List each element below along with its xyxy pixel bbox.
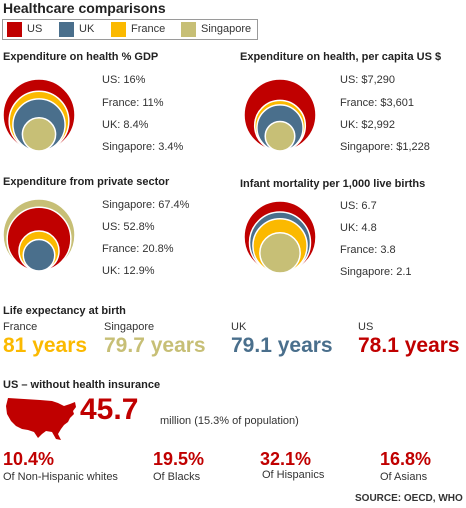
panel-private-label-3: France: 20.8% <box>102 243 174 255</box>
panel-private-label-2: US: 52.8% <box>102 221 155 233</box>
panel-capita-title: Expenditure on health, per capita US $ <box>240 51 442 63</box>
pct-nonhispanic-whites: 10.4% <box>3 449 55 469</box>
bubble-uk <box>22 238 56 272</box>
source-note: SOURCE: OECD, WHO <box>355 493 463 504</box>
panel-capita-label-3: UK: $2,992 <box>340 119 396 131</box>
us-map-icon <box>6 398 76 440</box>
legend-swatch-france <box>111 22 126 37</box>
legend-label-singapore: Singapore <box>201 23 252 35</box>
panel-gdp-label-1: US: 16% <box>102 74 146 86</box>
panel-gdp-label-3: UK: 8.4% <box>102 119 149 131</box>
panel-capita-label-2: France: $3,601 <box>340 97 414 109</box>
panel-private-title: Expenditure from private sector <box>3 176 170 188</box>
panel-infant-label-3: France: 3.8 <box>340 244 396 256</box>
bubble-singapore <box>264 120 296 152</box>
panel-gdp-title: Expenditure on health % GDP <box>3 51 159 63</box>
panel-capita-bubbles <box>243 78 317 152</box>
bubble-singapore <box>259 231 301 274</box>
pct-label-hispanics: Of Hispanics <box>262 469 325 481</box>
le-value-us: 78.1 years <box>358 334 460 357</box>
le-country-uk: UK <box>231 321 247 333</box>
legend: US UK France Singapore <box>2 19 258 40</box>
le-country-us: US <box>358 321 374 333</box>
uninsured-number: 45.7 <box>80 393 139 426</box>
life-expectancy-title: Life expectancy at birth <box>3 305 126 317</box>
pct-label-blacks: Of Blacks <box>153 471 201 483</box>
le-value-uk: 79.1 years <box>231 334 333 357</box>
le-country-singapore: Singapore <box>104 321 155 333</box>
pct-label-nonhispanic-whites: Of Non-Hispanic whites <box>3 471 118 483</box>
pct-hispanics: 32.1% <box>260 449 312 469</box>
panel-infant-label-1: US: 6.7 <box>340 200 377 212</box>
legend-swatch-singapore <box>181 22 196 37</box>
panel-infant-label-4: Singapore: 2.1 <box>340 266 412 278</box>
panel-private-label-1: Singapore: 67.4% <box>102 199 190 211</box>
insurance-title: US – without health insurance <box>3 379 161 391</box>
panel-capita-label-1: US: $7,290 <box>340 74 396 86</box>
panel-gdp-bubbles <box>2 78 76 152</box>
panel-gdp-label-2: France: 11% <box>102 97 164 109</box>
pct-asians: 16.8% <box>380 449 432 469</box>
page-title: Healthcare comparisons <box>3 0 166 16</box>
panel-infant-label-2: UK: 4.8 <box>340 222 377 234</box>
panel-private-bubbles <box>2 198 76 272</box>
legend-swatch-uk <box>59 22 74 37</box>
bubble-singapore <box>21 117 57 152</box>
pct-label-asians: Of Asians <box>380 471 428 483</box>
le-country-france: France <box>3 321 38 333</box>
le-value-france: 81 years <box>3 334 88 357</box>
panel-capita-label-4: Singapore: $1,228 <box>340 141 430 153</box>
uninsured-unit: million (15.3% of population) <box>160 415 299 427</box>
panel-infant-bubbles <box>243 200 317 274</box>
panel-infant-title: Infant mortality per 1,000 live births <box>240 178 426 190</box>
panel-gdp-label-4: Singapore: 3.4% <box>102 141 184 153</box>
pct-blacks: 19.5% <box>153 449 205 469</box>
panel-private-label-4: UK: 12.9% <box>102 265 155 277</box>
legend-label-us: US <box>27 23 43 35</box>
legend-label-france: France <box>131 23 166 35</box>
legend-swatch-us <box>7 22 22 37</box>
le-value-singapore: 79.7 years <box>104 334 206 357</box>
legend-label-uk: UK <box>79 23 95 35</box>
